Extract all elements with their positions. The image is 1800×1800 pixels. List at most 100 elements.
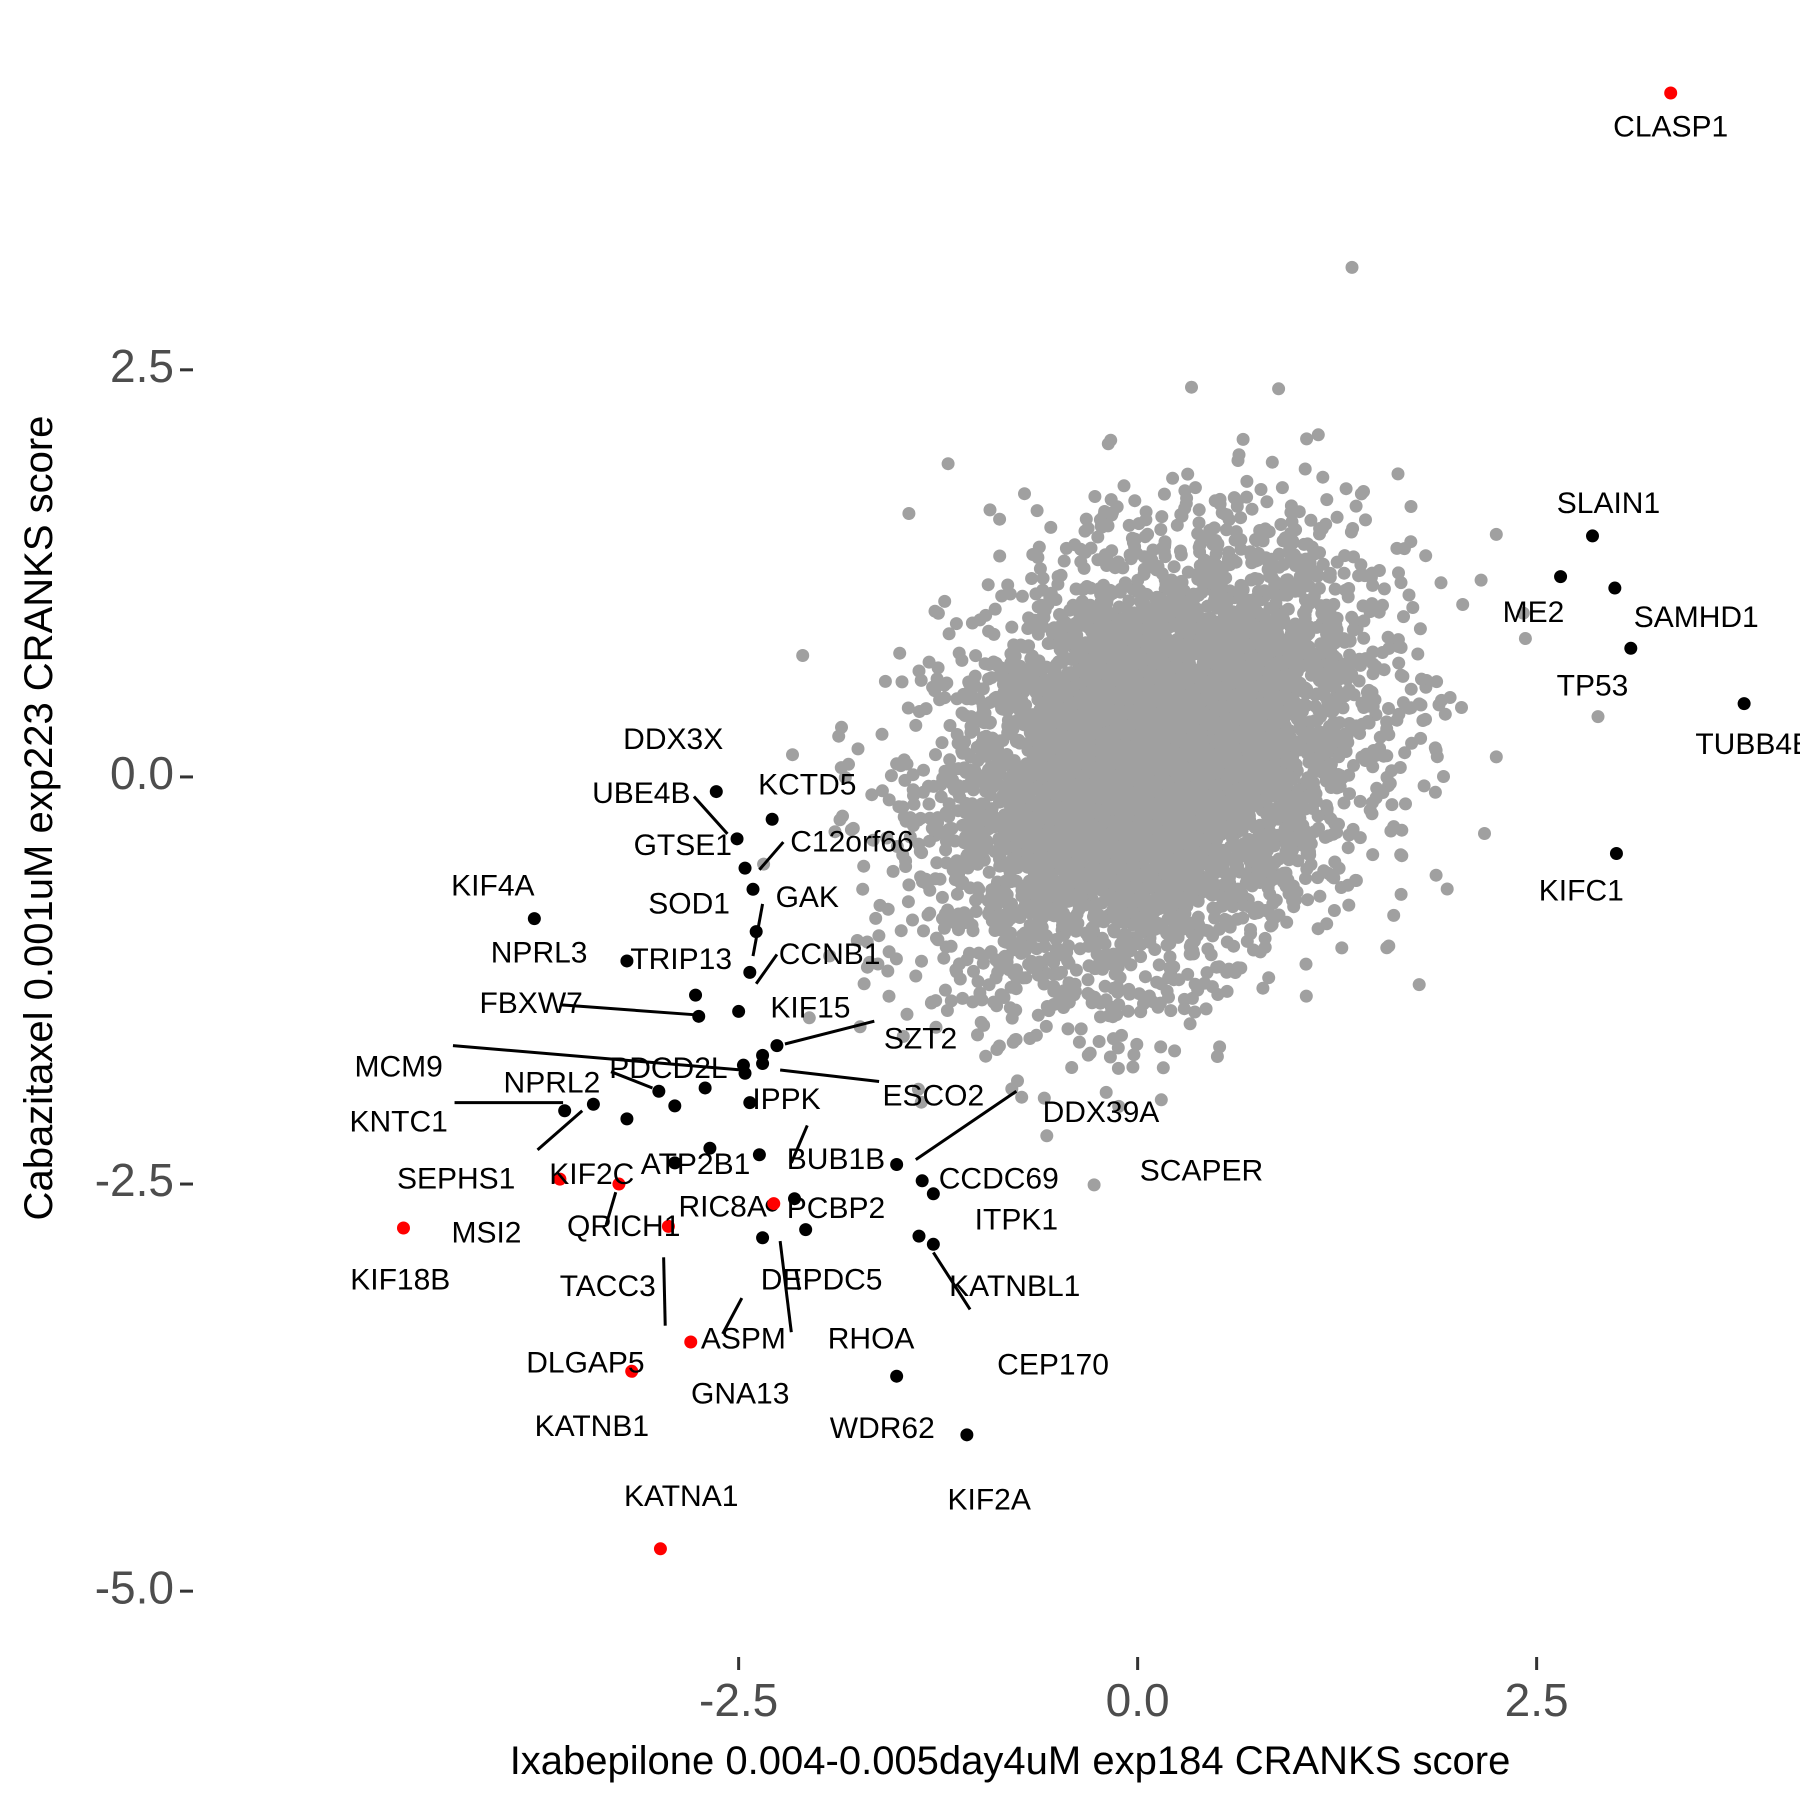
background-point bbox=[1222, 513, 1236, 527]
background-point bbox=[1404, 682, 1418, 696]
background-point bbox=[1338, 635, 1352, 649]
background-point bbox=[857, 977, 871, 991]
background-point bbox=[882, 989, 896, 1003]
background-point bbox=[1030, 504, 1044, 518]
background-point bbox=[922, 834, 936, 848]
background-point bbox=[1164, 1004, 1178, 1018]
background-point bbox=[893, 646, 907, 660]
background-point bbox=[1330, 510, 1344, 524]
background-point bbox=[1385, 798, 1399, 812]
background-point bbox=[969, 905, 983, 918]
background-point bbox=[1247, 943, 1260, 957]
background-point bbox=[860, 935, 874, 949]
background-point bbox=[1397, 610, 1410, 624]
background-point bbox=[882, 793, 896, 807]
background-point bbox=[1251, 546, 1265, 560]
background-point bbox=[1093, 996, 1107, 1010]
background-point bbox=[1001, 781, 1015, 795]
background-point bbox=[1258, 940, 1272, 954]
background-point bbox=[1095, 520, 1109, 534]
background-point bbox=[970, 740, 984, 754]
background-point bbox=[1342, 898, 1356, 912]
background-point bbox=[1438, 707, 1452, 721]
background-point bbox=[1015, 1090, 1029, 1104]
background-point bbox=[992, 1039, 1006, 1053]
background-point bbox=[938, 983, 952, 997]
background-point bbox=[1311, 871, 1325, 885]
background-point bbox=[912, 837, 926, 851]
background-point bbox=[914, 673, 928, 687]
background-point bbox=[1228, 533, 1242, 547]
background-point bbox=[1190, 928, 1204, 942]
background-point bbox=[1359, 747, 1373, 761]
background-point bbox=[1319, 799, 1333, 813]
background-point bbox=[1181, 967, 1195, 981]
background-point bbox=[1192, 540, 1206, 554]
background-point bbox=[1265, 455, 1279, 469]
background-point bbox=[1180, 491, 1194, 505]
background-point bbox=[1417, 779, 1431, 793]
background-point bbox=[941, 457, 955, 471]
background-point bbox=[1366, 848, 1380, 862]
background-point bbox=[1012, 906, 1026, 920]
background-point bbox=[937, 951, 951, 965]
background-point bbox=[938, 691, 952, 705]
background-point bbox=[1133, 915, 1146, 928]
background-point bbox=[907, 797, 921, 811]
background-point bbox=[1087, 1178, 1101, 1192]
background-point bbox=[979, 608, 993, 622]
background-point bbox=[990, 999, 1004, 1013]
background-point bbox=[1173, 605, 1187, 619]
background-point bbox=[979, 1049, 993, 1063]
background-points bbox=[757, 260, 1605, 1192]
background-point bbox=[872, 929, 886, 943]
background-point bbox=[1015, 589, 1029, 603]
background-point bbox=[1396, 669, 1410, 683]
background-point bbox=[971, 975, 985, 988]
background-point bbox=[1088, 490, 1102, 503]
background-point bbox=[993, 512, 1007, 526]
background-point bbox=[917, 763, 930, 777]
background-point bbox=[1354, 487, 1368, 501]
background-point bbox=[1103, 1050, 1117, 1064]
background-point bbox=[1008, 1033, 1022, 1047]
background-point bbox=[1377, 582, 1391, 596]
background-point bbox=[930, 856, 944, 870]
background-point bbox=[1455, 701, 1468, 714]
background-point bbox=[1052, 967, 1066, 981]
background-point bbox=[1339, 482, 1353, 496]
background-point bbox=[1261, 555, 1275, 568]
background-point bbox=[886, 864, 900, 878]
background-point bbox=[914, 1095, 928, 1109]
background-point bbox=[1057, 554, 1071, 568]
background-point bbox=[1112, 600, 1126, 614]
background-point bbox=[1349, 499, 1363, 513]
background-point bbox=[1143, 935, 1157, 949]
background-point bbox=[1516, 606, 1530, 620]
background-point bbox=[1304, 733, 1318, 747]
background-point bbox=[1055, 609, 1069, 623]
background-point bbox=[1269, 893, 1283, 907]
background-point bbox=[875, 727, 889, 741]
background-point bbox=[1098, 979, 1112, 993]
background-point bbox=[1076, 618, 1089, 632]
background-point bbox=[987, 627, 1001, 641]
background-point bbox=[1220, 523, 1233, 537]
background-point bbox=[857, 859, 871, 873]
background-point bbox=[1111, 555, 1125, 569]
background-point bbox=[1025, 572, 1039, 585]
background-point bbox=[896, 1029, 910, 1043]
background-point bbox=[1291, 854, 1305, 868]
background-point bbox=[1315, 522, 1329, 536]
background-point bbox=[982, 865, 996, 879]
background-point bbox=[1474, 573, 1488, 587]
background-point bbox=[911, 1082, 925, 1096]
background-point bbox=[1413, 622, 1427, 636]
background-point bbox=[881, 902, 895, 916]
background-point bbox=[1079, 702, 1093, 716]
background-point bbox=[906, 913, 919, 927]
background-point bbox=[1204, 948, 1218, 962]
background-point bbox=[940, 676, 954, 690]
background-point bbox=[851, 742, 865, 756]
background-point bbox=[1039, 1019, 1053, 1033]
